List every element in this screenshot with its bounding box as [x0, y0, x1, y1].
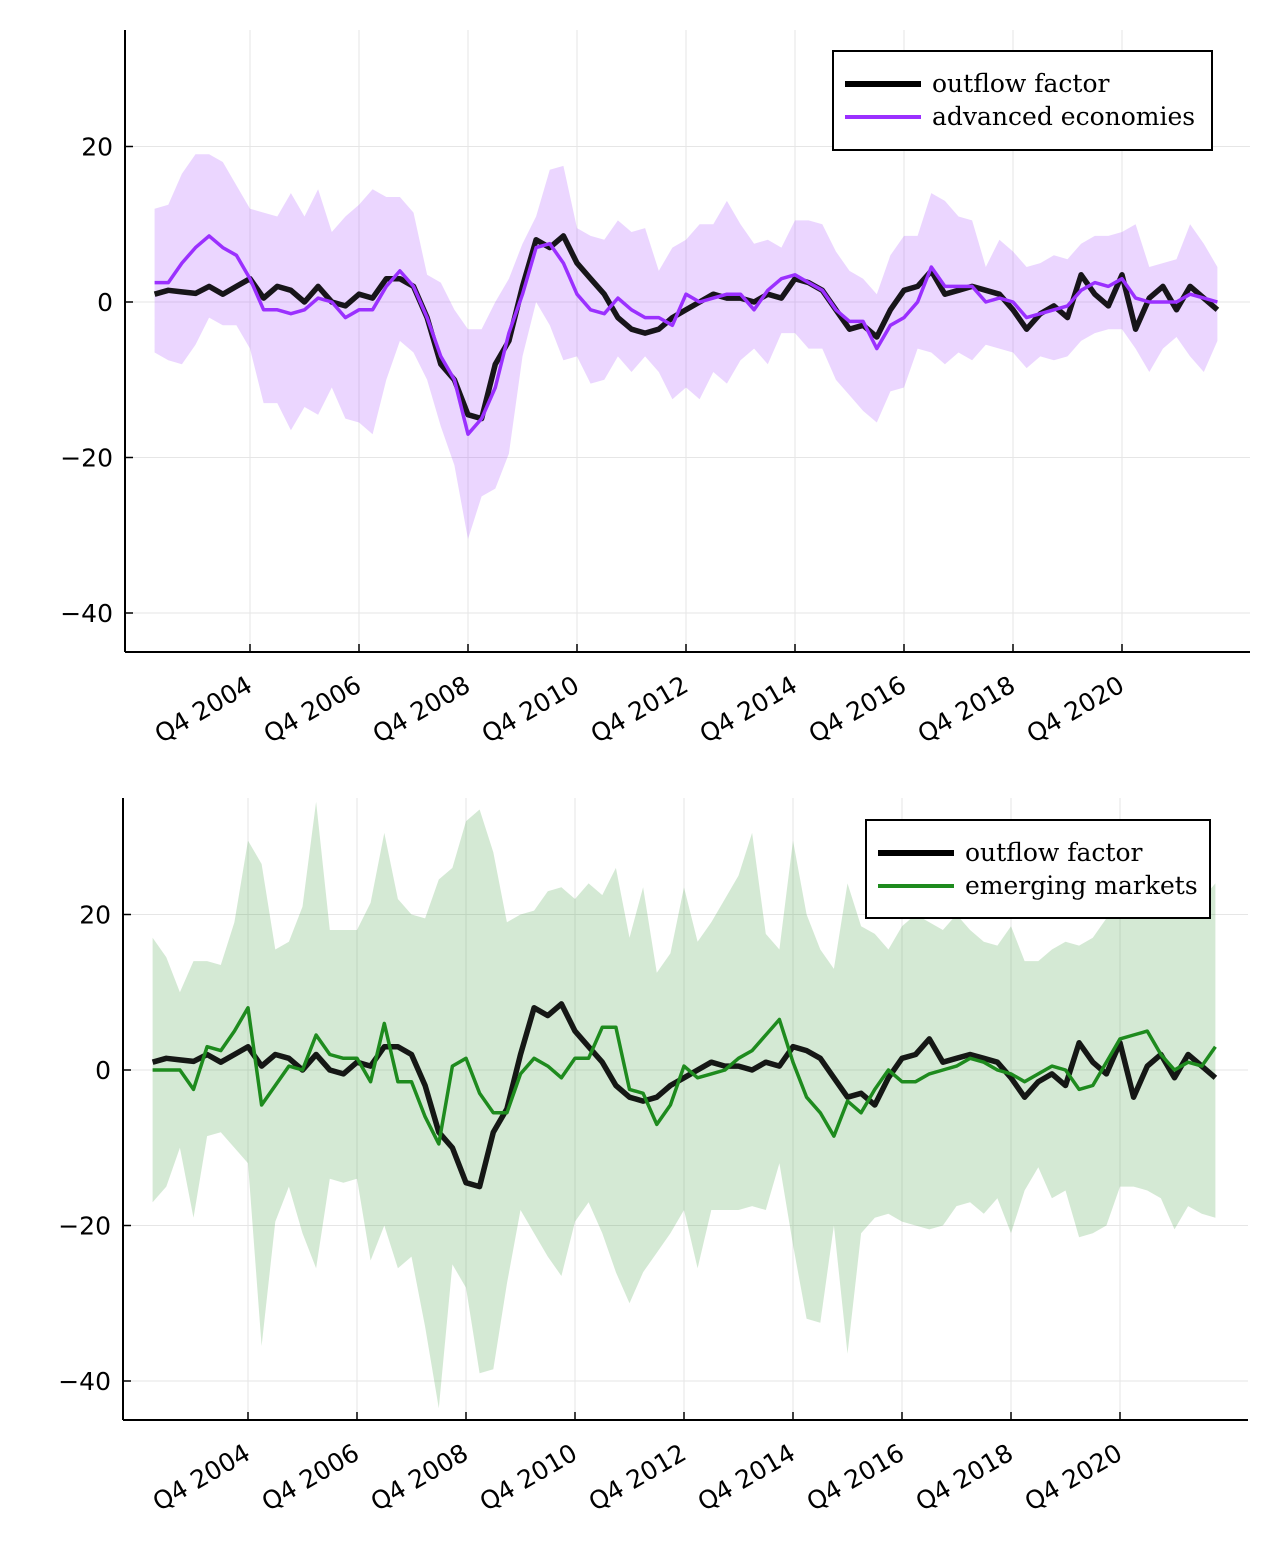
x-tick-label: Q4 2008: [366, 1438, 473, 1517]
x-tick-label: Q4 2018: [911, 1438, 1018, 1517]
legend-label-series: advanced economies: [932, 102, 1195, 131]
x-tick-label: Q4 2004: [148, 1438, 255, 1517]
x-tick-label: Q4 2016: [804, 670, 911, 749]
x-tick-label: Q4 2006: [259, 670, 366, 749]
legend-box: [865, 819, 1211, 919]
legend: outflow factor emerging markets: [865, 819, 1211, 919]
x-tick-label: Q4 2012: [584, 1438, 691, 1517]
x-tick-label: Q4 2014: [693, 1438, 800, 1517]
y-tick-label: −20: [60, 444, 113, 473]
x-tick-label: Q4 2018: [913, 670, 1020, 749]
y-tick-label: −20: [58, 1212, 111, 1241]
x-tick-label: Q4 2012: [586, 670, 693, 749]
x-tick-label: Q4 2020: [1022, 670, 1129, 749]
legend-label-factor: outflow factor: [965, 838, 1143, 867]
y-tick-label: −40: [60, 599, 113, 628]
series-line: [152, 1006, 1217, 1146]
y-tick-label: 0: [97, 288, 113, 317]
confidence-band: [152, 801, 1216, 1409]
y-tick-label: 20: [81, 133, 113, 162]
x-tick-label: Q4 2004: [150, 670, 257, 749]
x-tick-label: Q4 2020: [1020, 1438, 1127, 1517]
legend-label-series: emerging markets: [965, 871, 1198, 900]
y-tick-label: −40: [58, 1367, 111, 1396]
x-tick-label: Q4 2010: [477, 670, 584, 749]
x-tick-label: Q4 2010: [475, 1438, 582, 1517]
outflow-factor-line: [151, 1001, 1218, 1190]
legend-label-factor: outflow factor: [932, 69, 1110, 98]
series-line: [154, 234, 1218, 436]
x-tick-label: Q4 2006: [257, 1438, 364, 1517]
x-tick-label: Q4 2016: [802, 1438, 909, 1517]
x-tick-label: Q4 2014: [695, 670, 802, 749]
confidence-band: [154, 154, 1218, 540]
x-tick-label: Q4 2008: [368, 670, 475, 749]
y-tick-label: 20: [79, 901, 111, 930]
y-tick-label: 0: [95, 1056, 111, 1085]
legend-box: [832, 50, 1213, 151]
legend: outflow factor advanced economies: [832, 50, 1213, 151]
